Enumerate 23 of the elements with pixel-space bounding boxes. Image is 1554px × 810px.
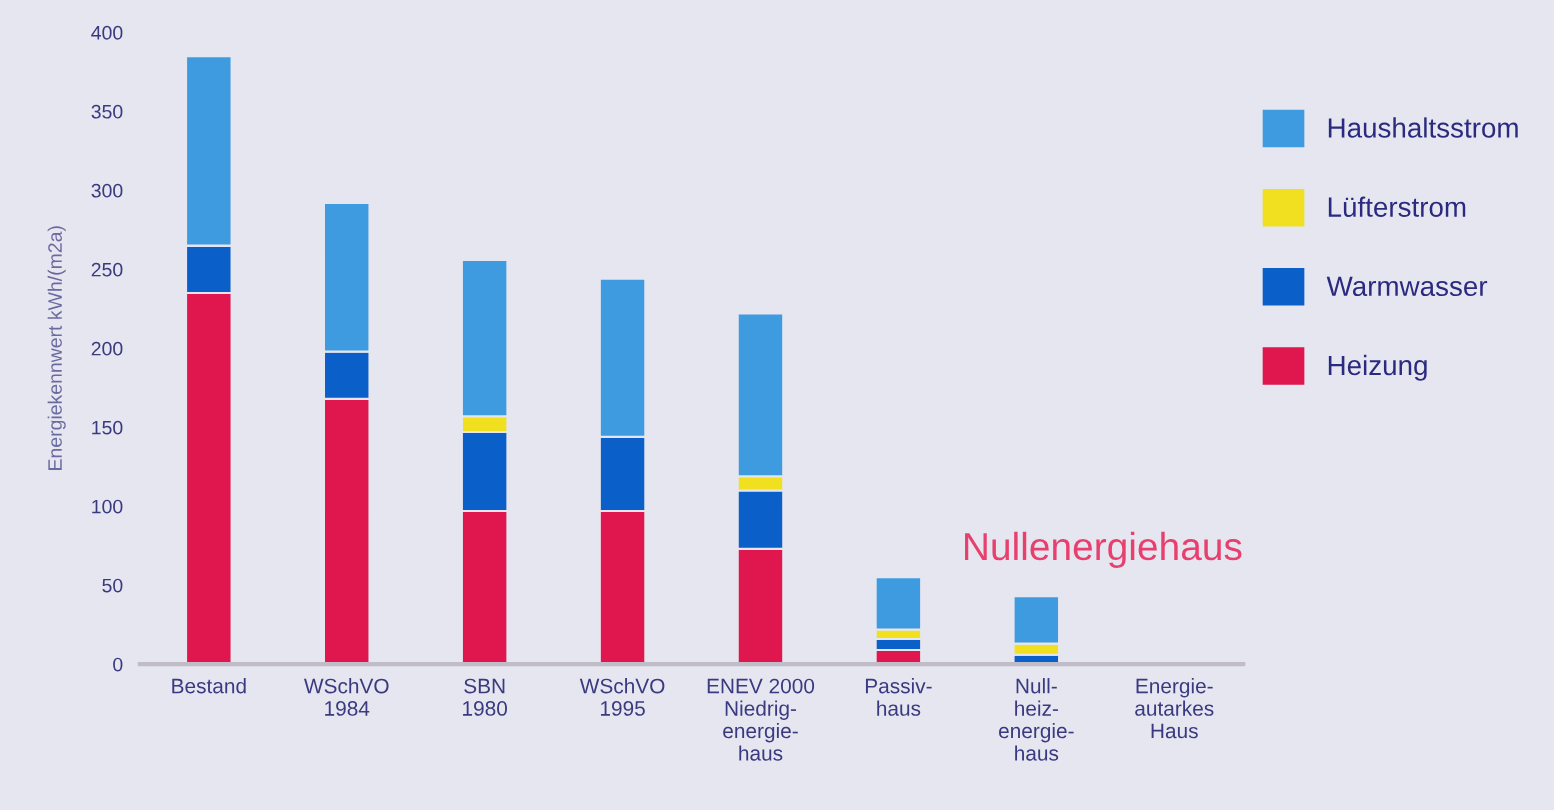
annotation: Nullenergiehaus xyxy=(965,531,1242,569)
legend-label: Warmwasser xyxy=(1326,276,1488,297)
legend-label: Lüfterstrom xyxy=(1328,196,1466,217)
x-tick-label: ENEV 2000 Niedrig- energie- haus xyxy=(707,678,815,761)
x-tick-label: Bestand xyxy=(172,678,246,694)
x-tick-label: SBN 1980 xyxy=(463,678,508,716)
x-tick-label: Energie- autarkes Haus xyxy=(1135,678,1214,739)
y-tick-label: 0 xyxy=(113,657,123,672)
x-tick-label: Null- heiz- energie- haus xyxy=(998,678,1074,761)
y-tick-label: 200 xyxy=(91,341,123,356)
y-tick-label: 250 xyxy=(91,262,123,277)
y-tick-label: 400 xyxy=(91,25,123,40)
x-tick-label: Passiv- haus xyxy=(865,678,932,716)
x-tick-label: WSchVO 1984 xyxy=(304,678,389,716)
x-tick-label: WSchVO 1995 xyxy=(579,678,665,716)
legend-label: Haushaltsstrom xyxy=(1328,117,1518,138)
y-tick-label: 100 xyxy=(92,499,123,514)
y-tick-label: 350 xyxy=(91,104,123,119)
legend-label: Heizung xyxy=(1328,354,1427,381)
y-tick-label: 300 xyxy=(91,183,123,198)
y-tick-label: 50 xyxy=(102,578,123,593)
y-axis-title: Energiekennwert kWh/(m2a) xyxy=(47,226,66,470)
y-tick-label: 150 xyxy=(92,420,123,435)
